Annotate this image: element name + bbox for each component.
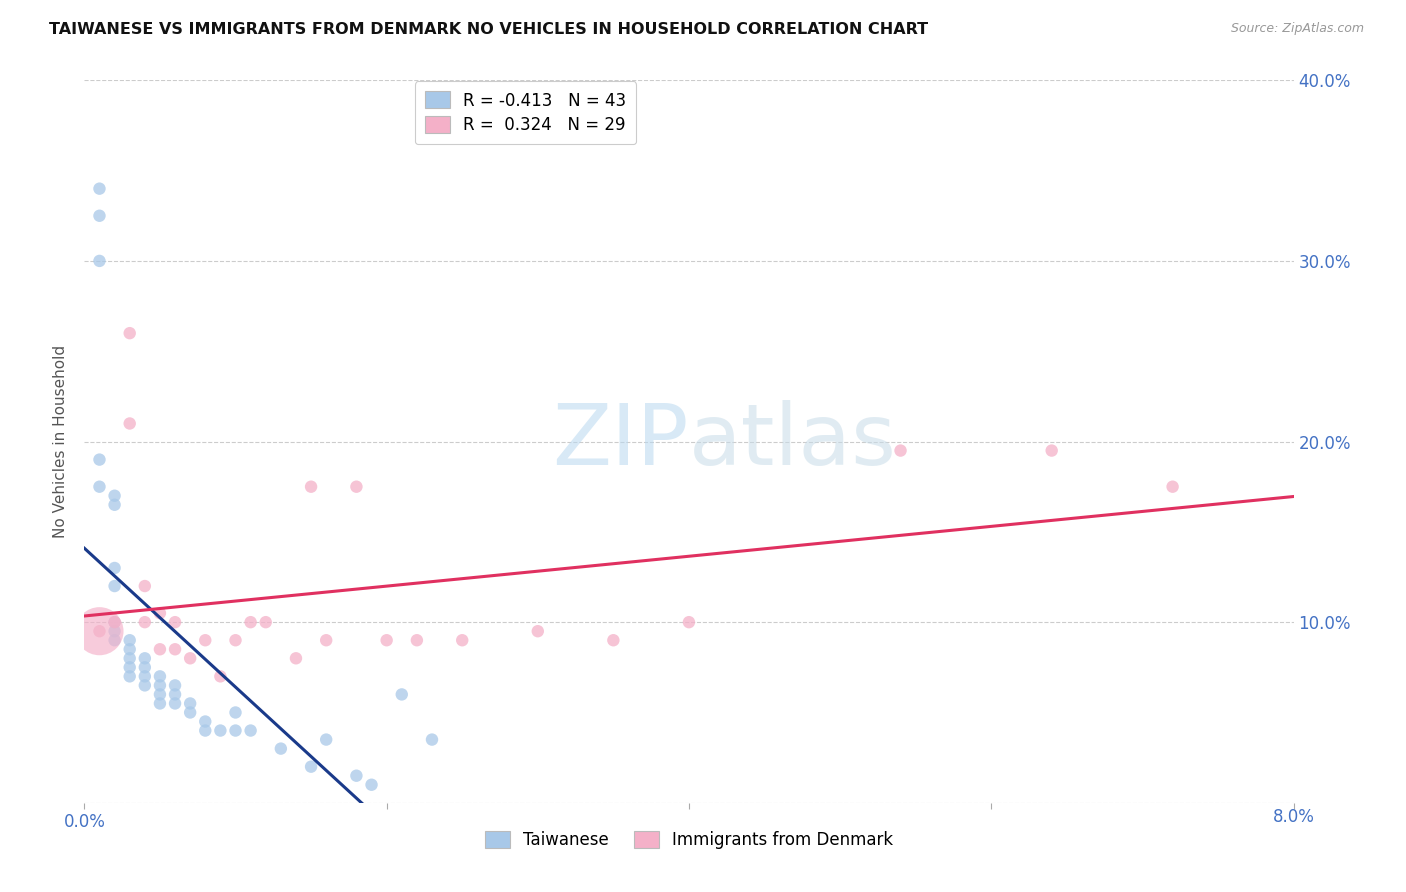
Point (165, 642, 187, 657)
Point (165, 615, 187, 630)
Point (391, 687, 413, 701)
Point (209, 669, 232, 683)
Point (104, 579, 127, 593)
Point (225, 633, 247, 648)
Point (527, 624, 550, 639)
Point (194, 714, 217, 729)
Point (134, 615, 156, 630)
Text: Source: ZipAtlas.com: Source: ZipAtlas.com (1230, 22, 1364, 36)
Point (239, 615, 262, 630)
Point (890, 443, 912, 458)
Point (285, 651, 308, 665)
Point (149, 678, 172, 692)
Point (225, 706, 247, 720)
Legend: Taiwanese, Immigrants from Denmark: Taiwanese, Immigrants from Denmark (478, 824, 900, 856)
Point (118, 633, 141, 648)
Point (89, 209, 111, 223)
Point (165, 687, 187, 701)
Point (678, 615, 700, 630)
Point (420, 732, 443, 747)
Point (270, 741, 292, 756)
Point (149, 687, 172, 701)
Text: ZIP: ZIP (553, 400, 689, 483)
Point (1040, 443, 1063, 458)
Point (165, 678, 187, 692)
Point (375, 633, 398, 648)
Point (225, 723, 247, 738)
Point (118, 669, 141, 683)
Point (602, 633, 624, 648)
Point (209, 723, 232, 738)
Point (118, 642, 141, 657)
Point (134, 579, 156, 593)
Point (118, 326, 141, 340)
Point (315, 633, 337, 648)
Point (194, 723, 217, 738)
Point (104, 633, 127, 648)
Point (1161, 480, 1184, 494)
Point (134, 669, 156, 683)
Point (165, 697, 187, 711)
Point (104, 615, 127, 630)
Point (179, 651, 201, 665)
Point (89, 254, 111, 268)
Point (360, 778, 382, 792)
Text: atlas: atlas (689, 400, 897, 483)
Point (149, 697, 172, 711)
Point (134, 678, 156, 692)
Point (299, 760, 322, 774)
Point (134, 660, 156, 674)
Point (104, 489, 127, 503)
Point (134, 651, 156, 665)
Point (149, 606, 172, 620)
Point (149, 642, 172, 657)
Point (104, 498, 127, 512)
Point (104, 624, 127, 639)
Point (89, 452, 111, 467)
Point (149, 669, 172, 683)
Point (254, 615, 277, 630)
Point (239, 723, 262, 738)
Point (89, 624, 111, 639)
Point (89, 624, 111, 639)
Point (104, 615, 127, 630)
Point (346, 480, 368, 494)
Point (406, 633, 429, 648)
Point (89, 480, 111, 494)
Point (299, 480, 322, 494)
Point (118, 651, 141, 665)
Point (346, 769, 368, 783)
Point (451, 633, 474, 648)
Point (89, 182, 111, 196)
Point (118, 660, 141, 674)
Point (179, 697, 201, 711)
Point (104, 561, 127, 575)
Point (179, 706, 201, 720)
Point (315, 732, 337, 747)
Text: TAIWANESE VS IMMIGRANTS FROM DENMARK NO VEHICLES IN HOUSEHOLD CORRELATION CHART: TAIWANESE VS IMMIGRANTS FROM DENMARK NO … (49, 22, 928, 37)
Point (194, 633, 217, 648)
Point (118, 417, 141, 431)
Y-axis label: No Vehicles in Household: No Vehicles in Household (53, 345, 69, 538)
